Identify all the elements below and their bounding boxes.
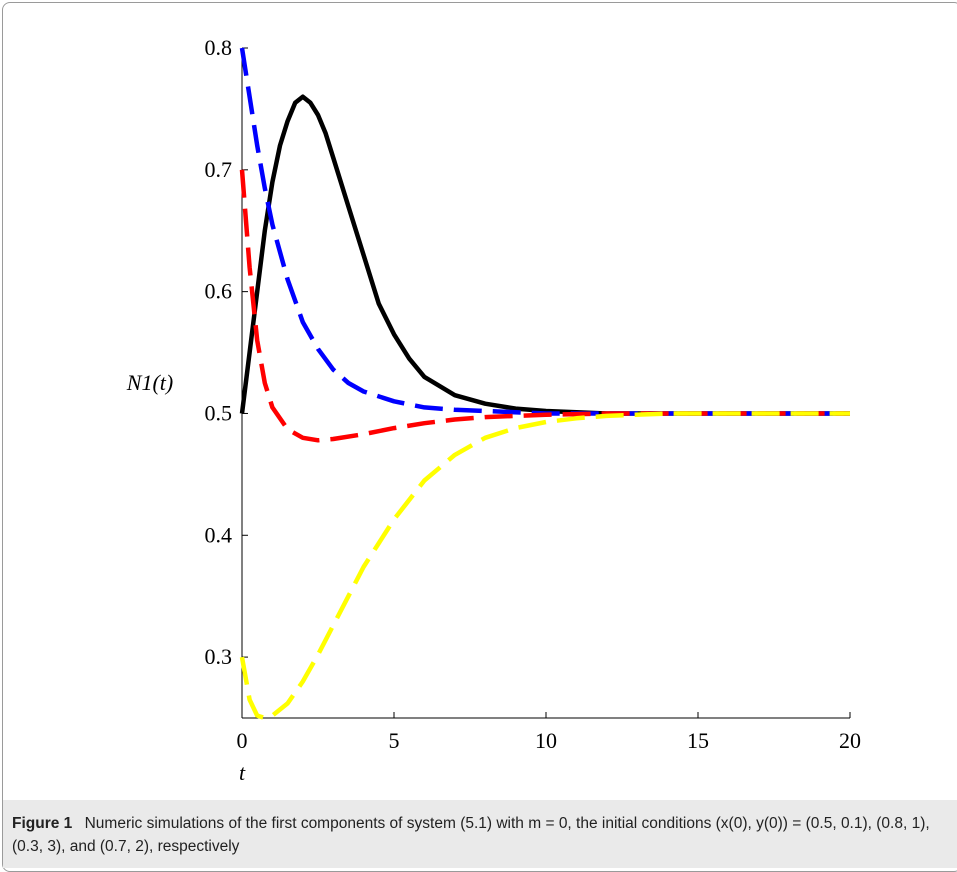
y-tick-label: 0.5 bbox=[205, 400, 233, 425]
figure-caption-text: Numeric simulations of the first compone… bbox=[12, 815, 930, 855]
series-group bbox=[239, 47, 850, 721]
y-tick-label: 0.7 bbox=[205, 157, 233, 182]
chart: 0 5 10 15 20 0.3 0.4 0.5 0.6 0.7 0.8 t N1(t) bbox=[126, 35, 862, 785]
x-tick-label: 15 bbox=[687, 728, 709, 753]
y-axis-label: N1(t) bbox=[126, 370, 173, 395]
caption-background bbox=[3, 800, 957, 868]
y-tick-label: 0.6 bbox=[205, 279, 233, 304]
x-tick-label: 0 bbox=[237, 728, 248, 753]
x-tick-label: 20 bbox=[839, 728, 861, 753]
figure-label: Figure 1 bbox=[12, 815, 73, 832]
y-tick-label: 0.4 bbox=[205, 522, 233, 547]
figure-caption: Figure 1 Numeric simulations of the firs… bbox=[12, 812, 947, 858]
series-line-4 bbox=[239, 411, 850, 721]
series-line-3 bbox=[239, 169, 850, 443]
x-axis-label: t bbox=[239, 760, 246, 785]
x-tick-label: 5 bbox=[389, 728, 400, 753]
series-line-1 bbox=[239, 94, 850, 416]
axes bbox=[241, 47, 851, 719]
y-tick-label: 0.8 bbox=[205, 35, 233, 60]
y-tick-label: 0.3 bbox=[205, 644, 233, 669]
tick-labels: 0 5 10 15 20 0.3 0.4 0.5 0.6 0.7 0.8 bbox=[205, 35, 862, 753]
x-tick-label: 10 bbox=[535, 728, 557, 753]
series-line-2 bbox=[239, 47, 850, 416]
